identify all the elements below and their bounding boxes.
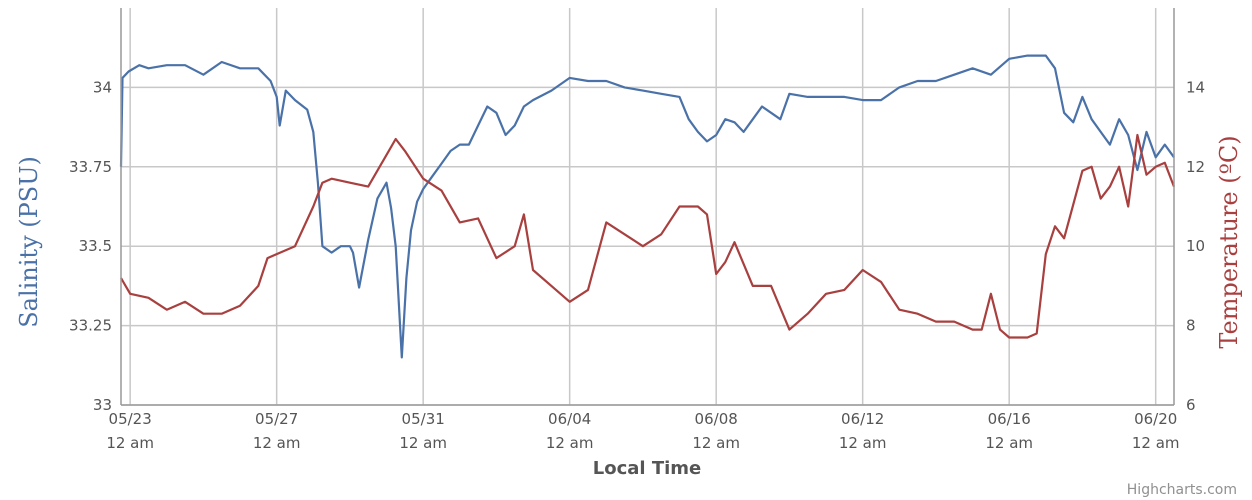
y-tick-label-left: 34: [93, 78, 112, 96]
x-tick-label: 05/23: [109, 410, 152, 428]
x-axis-title: Local Time: [593, 458, 702, 479]
salinity-series-line: [119, 54, 1175, 359]
x-tick-label-time: 12 am: [692, 434, 740, 452]
y-tick-label-right: 8: [1186, 317, 1196, 335]
x-tick-label-time: 12 am: [839, 434, 887, 452]
axes: 33 33.25 33.5 33.75 34 6 8 10 12 14 05/23 12 am 05/2…: [69, 8, 1205, 452]
y-tick-label-right: 10: [1186, 237, 1205, 255]
x-tick-label-time: 12 am: [985, 434, 1033, 452]
y-tick-label-right: 6: [1186, 396, 1196, 414]
x-tick-label-time: 12 am: [1132, 434, 1180, 452]
x-tick-label: 06/16: [988, 410, 1031, 428]
x-tick-label-time: 12 am: [253, 434, 301, 452]
x-tick-label: 06/04: [548, 410, 591, 428]
grid-lines: [121, 8, 1174, 406]
y-axis-title-right: Temperature (ºC): [1215, 135, 1243, 348]
x-tick-label: 06/12: [841, 410, 884, 428]
y-tick-label-left: 33.75: [69, 158, 112, 176]
y-tick-label-right: 14: [1186, 78, 1205, 96]
x-tick-label-time: 12 am: [399, 434, 447, 452]
y-tick-label-right: 12: [1186, 158, 1205, 176]
x-tick-label: 06/20: [1134, 410, 1177, 428]
x-tick-label: 05/31: [402, 410, 445, 428]
temperature-series-line: [120, 133, 1176, 339]
series-layer: [119, 54, 1176, 359]
y-tick-label-left: 33: [93, 396, 112, 414]
y-axis-title-left: Salinity (PSU): [15, 156, 43, 328]
x-tick-label-time: 12 am: [106, 434, 154, 452]
x-tick-label: 06/08: [695, 410, 738, 428]
x-tick-label: 05/27: [255, 410, 298, 428]
credits-link[interactable]: Highcharts.com: [1127, 482, 1237, 498]
y-tick-label-left: 33.5: [79, 237, 112, 255]
x-tick-label-time: 12 am: [546, 434, 594, 452]
y-tick-label-left: 33.25: [69, 317, 112, 335]
